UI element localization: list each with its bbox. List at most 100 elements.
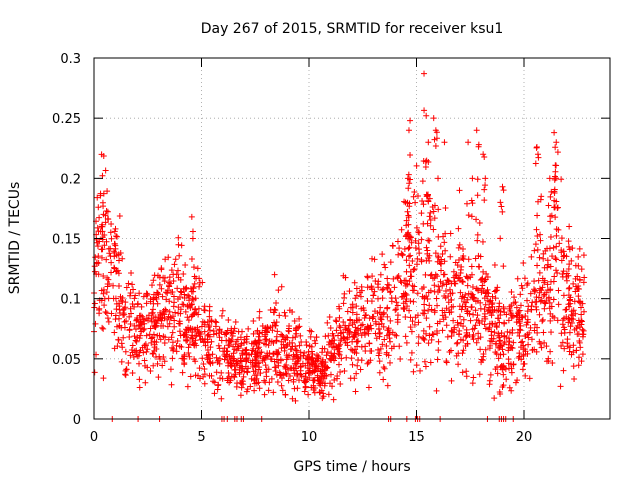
data-point (481, 321, 488, 328)
data-point (356, 289, 363, 296)
data-point (475, 335, 482, 342)
data-point (468, 304, 475, 311)
data-point (406, 278, 413, 285)
data-point (471, 295, 478, 302)
data-point (245, 325, 252, 332)
data-point (524, 297, 531, 304)
data-point (213, 319, 220, 326)
data-point (112, 316, 119, 323)
data-point (136, 290, 143, 297)
data-point (164, 316, 171, 323)
data-point (352, 388, 359, 395)
data-point (100, 190, 107, 197)
data-point (323, 352, 330, 359)
data-point (481, 154, 488, 161)
data-point (189, 329, 196, 336)
data-point (239, 351, 246, 358)
data-point (549, 359, 556, 366)
data-point (421, 310, 428, 317)
data-point (164, 290, 171, 297)
data-point (175, 274, 182, 281)
data-point (408, 273, 415, 280)
data-point (464, 282, 471, 289)
data-point (170, 278, 177, 285)
data-point (332, 317, 339, 324)
data-point (417, 367, 424, 374)
data-point (419, 198, 426, 205)
data-point (436, 287, 443, 294)
data-point (171, 261, 178, 268)
data-point (362, 347, 369, 354)
data-point (158, 285, 165, 292)
data-point (354, 338, 361, 345)
data-point (169, 329, 176, 336)
data-point (104, 274, 111, 281)
data-point (551, 197, 558, 204)
data-point (419, 293, 426, 300)
data-point (93, 236, 100, 243)
data-point (219, 375, 226, 382)
data-point (161, 358, 168, 365)
data-point (221, 345, 228, 352)
data-point (333, 318, 340, 325)
data-point (500, 351, 507, 358)
data-point (96, 310, 103, 317)
data-point (170, 293, 177, 300)
data-point (92, 320, 99, 327)
data-point (230, 343, 237, 350)
data-point (311, 368, 318, 375)
data-point (111, 264, 118, 271)
data-point (187, 373, 194, 380)
data-point (403, 222, 410, 229)
data-point (270, 389, 277, 396)
data-point (492, 320, 499, 327)
data-point (117, 293, 124, 300)
data-point (348, 346, 355, 353)
data-point (414, 192, 421, 199)
data-point (446, 348, 453, 355)
data-point (421, 358, 428, 365)
data-point (158, 266, 165, 273)
data-point (364, 323, 371, 330)
data-point (184, 337, 191, 344)
data-point (329, 337, 336, 344)
data-point (576, 245, 583, 252)
data-point (216, 334, 223, 341)
data-point (551, 176, 558, 183)
data-point (105, 245, 112, 252)
data-point (452, 259, 459, 266)
data-point (154, 360, 161, 367)
data-point (486, 381, 493, 388)
data-point (566, 284, 573, 291)
data-point (233, 358, 240, 365)
data-point (469, 380, 476, 387)
data-point (421, 301, 428, 308)
data-point (353, 317, 360, 324)
data-point (450, 317, 457, 324)
data-point (287, 373, 294, 380)
data-point (475, 287, 482, 294)
data-point (101, 242, 108, 249)
data-point (285, 377, 292, 384)
data-point (450, 329, 457, 336)
data-point (337, 368, 344, 375)
data-point (453, 340, 460, 347)
data-point (407, 298, 414, 305)
data-point (514, 377, 521, 384)
data-point (165, 336, 172, 343)
y-tick-label: 0.1 (60, 293, 81, 308)
data-point (497, 337, 504, 344)
data-point (132, 337, 139, 344)
data-point (237, 392, 244, 399)
data-point (350, 333, 357, 340)
data-point (264, 324, 271, 331)
data-point (282, 364, 289, 371)
data-point (415, 333, 422, 340)
data-point (261, 340, 268, 347)
data-point (411, 283, 418, 290)
data-point (461, 298, 468, 305)
data-point (125, 360, 132, 367)
data-point (411, 321, 418, 328)
data-point (190, 339, 197, 346)
data-point (415, 319, 422, 326)
